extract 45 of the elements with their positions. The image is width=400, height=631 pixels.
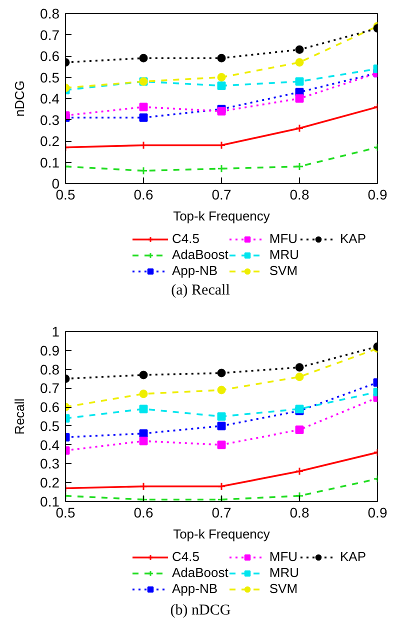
legend-label: MRU	[269, 565, 299, 580]
x-tick-label: 0.6	[134, 186, 154, 202]
y-tick-label: 0.5	[40, 418, 60, 434]
y-tick-label: 0.4	[40, 436, 60, 453]
x-axis-title: Top-k Frequency	[173, 526, 270, 542]
legend-label: AdaBoost	[172, 247, 228, 262]
legend-label: MFU	[269, 550, 298, 564]
legend-label: MFU	[269, 232, 298, 246]
y-tick-label: 0.8	[40, 6, 60, 22]
y-tick-label: 0.3	[40, 456, 60, 472]
y-tick-label: 0.8	[40, 361, 60, 378]
x-tick-label: 0.7	[212, 186, 232, 202]
legend-label: KAP	[340, 550, 366, 564]
x-tick-label: 0.8	[290, 186, 310, 202]
y-tick-label: 0.5	[40, 69, 60, 86]
legend-label: SVM	[269, 263, 298, 278]
y-tick-label: 0.7	[40, 26, 60, 43]
x-tick-label: 0.8	[290, 504, 310, 520]
legend-label: App-NB	[172, 581, 218, 596]
y-axis-title: Recall	[12, 398, 28, 435]
y-tick-label: 0.3	[40, 112, 60, 128]
y-tick-label: 0.7	[40, 380, 60, 396]
legend-label: SVM	[269, 581, 298, 596]
text: (a) Recall	[171, 282, 230, 298]
legend-label: MRU	[269, 247, 299, 262]
legend-label: App-NB	[172, 263, 218, 278]
text: (b) nDCG	[170, 602, 231, 618]
y-axis-title: nDCG	[12, 80, 28, 117]
y-tick-label: 0.6	[40, 48, 60, 64]
legend-label: AdaBoost	[172, 565, 228, 580]
y-tick-label: 0.2	[40, 133, 60, 149]
y-tick-label: 0.2	[40, 474, 60, 491]
legend-label: KAP	[340, 232, 366, 246]
x-tick-label: 0.6	[134, 504, 154, 520]
legend-label: C4.5	[172, 232, 200, 246]
x-axis-title: Top-k Frequency	[173, 208, 270, 224]
y-tick-label: 0.4	[40, 90, 60, 106]
y-tick-label: 0.6	[40, 399, 60, 416]
x-tick-label: 0.9	[368, 504, 388, 520]
y-tick-label: 1	[52, 324, 60, 340]
y-tick-label: 0.1	[40, 154, 60, 170]
x-tick-label: 0.9	[368, 186, 388, 202]
x-tick-label: 0.7	[212, 504, 232, 520]
legend-label: C4.5	[172, 550, 200, 564]
y-tick-label: 0.9	[40, 342, 60, 358]
